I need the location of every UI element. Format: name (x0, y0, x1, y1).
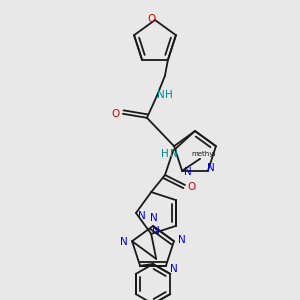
Text: O: O (148, 14, 156, 24)
Text: N: N (138, 211, 146, 221)
Text: N: N (170, 149, 178, 159)
Text: N: N (170, 264, 178, 274)
Text: N: N (152, 226, 160, 236)
Text: N: N (178, 235, 186, 245)
Text: N: N (184, 167, 192, 177)
Text: N: N (207, 163, 215, 173)
Text: N: N (150, 213, 158, 223)
Text: methyl: methyl (191, 151, 215, 157)
Text: N: N (120, 237, 128, 247)
Text: O: O (188, 182, 196, 192)
Text: H: H (165, 90, 173, 100)
Text: N: N (157, 90, 165, 100)
Text: O: O (112, 109, 120, 119)
Text: H: H (161, 149, 169, 159)
